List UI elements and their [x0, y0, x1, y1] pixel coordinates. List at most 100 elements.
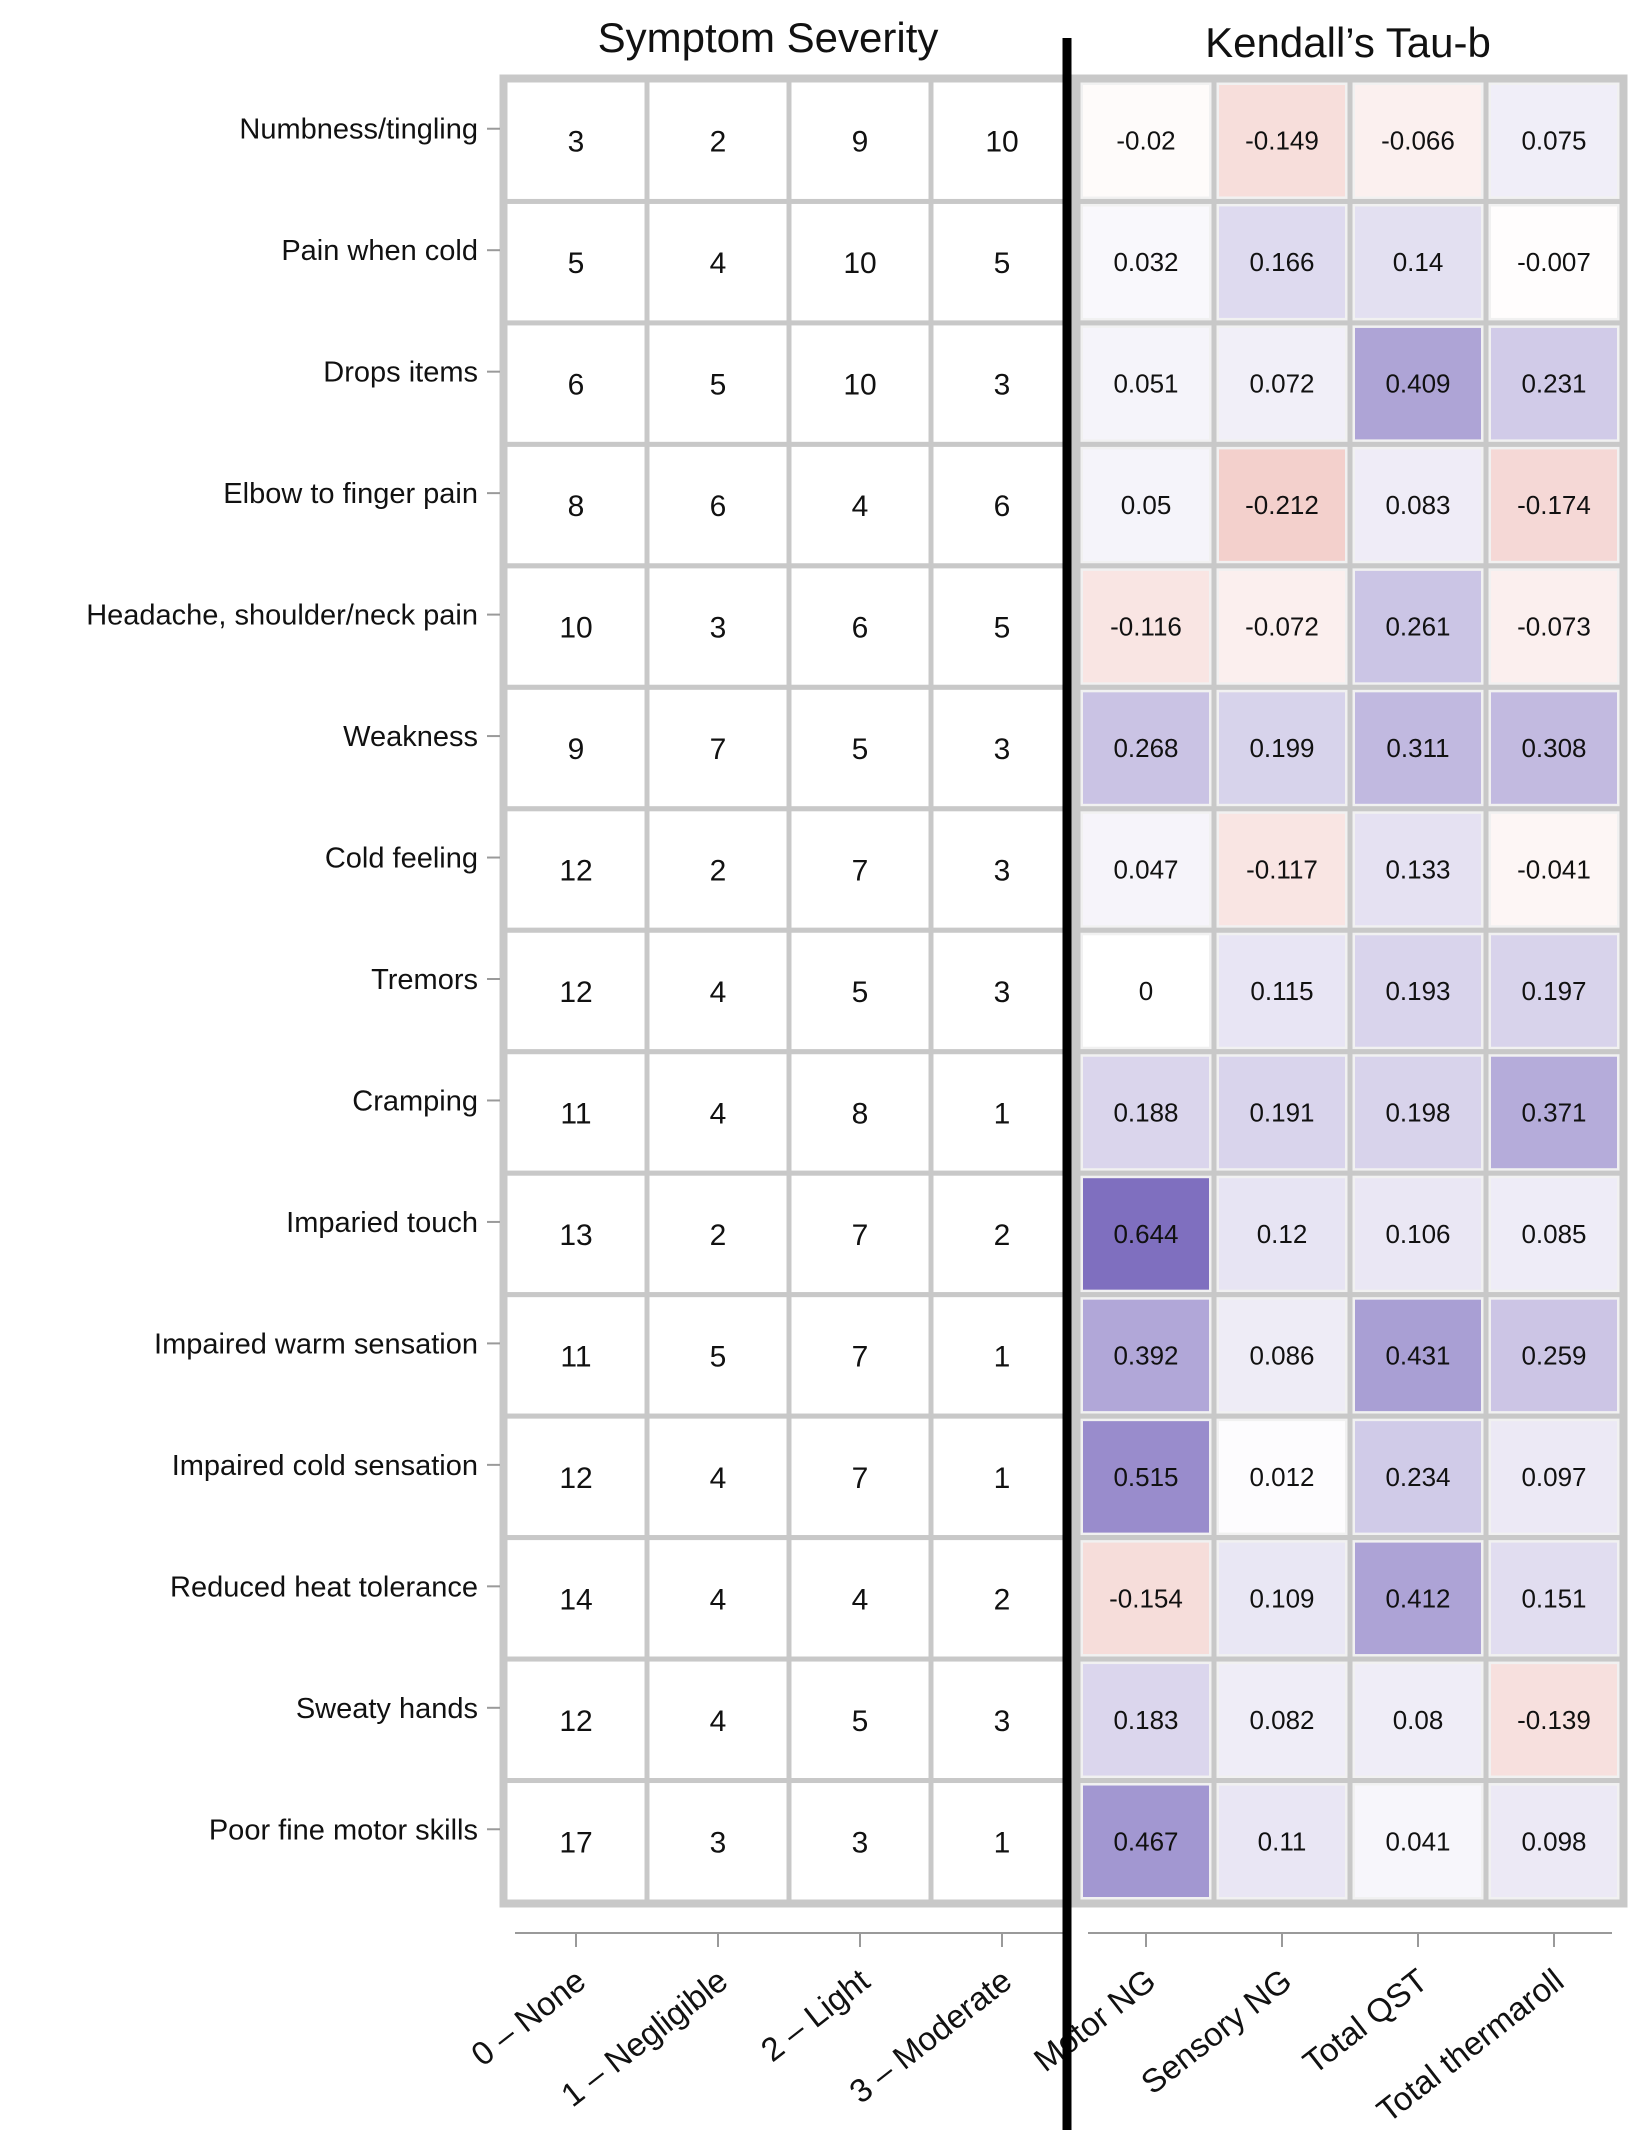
- tau-column-label: Total QST: [1296, 1961, 1434, 2080]
- tau-cell: [1355, 813, 1481, 926]
- tau-cell: [1219, 570, 1345, 683]
- tau-cell: [1219, 692, 1345, 804]
- row-label: Tremors: [371, 964, 478, 996]
- severity-count: 5: [852, 733, 869, 766]
- severity-cell: [502, 684, 650, 812]
- tau-value: 0.234: [1385, 1462, 1450, 1492]
- row-label: Cold feeling: [325, 843, 478, 875]
- tau-value: 0.106: [1385, 1219, 1450, 1249]
- severity-count: 4: [710, 1097, 727, 1130]
- severity-count: 6: [710, 490, 727, 523]
- row-label: Headache, shoulder/neck pain: [86, 600, 478, 632]
- severity-count: 17: [559, 1826, 592, 1859]
- severity-count: 3: [994, 733, 1011, 766]
- tau-value: 0.14: [1393, 247, 1444, 277]
- severity-count: 11: [560, 1097, 591, 1130]
- row-label: Numbness/tingling: [239, 114, 478, 146]
- tau-cell: [1083, 1178, 1209, 1290]
- tau-cell: [1491, 935, 1617, 1047]
- tau-cell: [1083, 1056, 1209, 1169]
- tau-value: -0.073: [1517, 612, 1591, 642]
- severity-count: 11: [560, 1340, 591, 1373]
- row-label: Poor fine motor skills: [209, 1814, 478, 1846]
- severity-count: 12: [559, 976, 592, 1009]
- tau-column-label: Sensory NG: [1134, 1961, 1298, 2101]
- tau-cell: [1219, 813, 1345, 926]
- tau-cell: [1083, 1785, 1209, 1897]
- tau-cell: [1083, 935, 1209, 1047]
- severity-cell: [502, 1778, 650, 1905]
- tau-cell: [1219, 327, 1345, 440]
- severity-count: 1: [994, 1826, 1011, 1859]
- row-label: Cramping: [352, 1085, 478, 1117]
- tau-column-label: Motor NG: [1027, 1961, 1162, 2078]
- severity-count: 4: [710, 1462, 727, 1495]
- tau-cell: [1491, 813, 1617, 926]
- tau-value: 0.051: [1113, 369, 1178, 399]
- severity-count: 10: [843, 247, 876, 280]
- tau-cell: [1491, 1664, 1617, 1776]
- severity-count: 4: [852, 1583, 869, 1616]
- tau-value: 0.193: [1385, 976, 1450, 1006]
- tau-value: 0.097: [1521, 1462, 1586, 1492]
- tau-cell: [1219, 206, 1345, 318]
- severity-count: 10: [843, 369, 876, 402]
- tau-cell: [1083, 327, 1209, 440]
- tau-cell: [1355, 1785, 1481, 1897]
- tau-cell: [1355, 1421, 1481, 1533]
- tau-cell: [1355, 570, 1481, 683]
- severity-cell: [644, 1413, 792, 1541]
- severity-count: 3: [852, 1826, 869, 1859]
- severity-cell: [786, 441, 934, 569]
- tau-value: 0.08: [1393, 1705, 1444, 1735]
- tau-panel-title: Kendall’s Tau-b: [1205, 19, 1491, 66]
- tau-value: 0.183: [1113, 1705, 1178, 1735]
- severity-count: 2: [710, 1219, 727, 1252]
- tau-cell: [1219, 1178, 1345, 1290]
- severity-count: 13: [559, 1219, 592, 1252]
- severity-cell: [644, 927, 792, 1055]
- severity-count: 2: [994, 1219, 1011, 1252]
- tau-value: 0.115: [1250, 976, 1313, 1006]
- tau-cell: [1355, 1542, 1481, 1655]
- tau-value: 0.047: [1113, 855, 1178, 885]
- tau-value: 0.109: [1249, 1583, 1314, 1613]
- severity-cell: [928, 77, 1076, 204]
- tau-value: 0.371: [1521, 1097, 1586, 1127]
- severity-panel-title: Symptom Severity: [598, 14, 939, 61]
- severity-count: 2: [710, 126, 727, 159]
- severity-cell: [644, 1778, 792, 1905]
- severity-cell: [786, 806, 934, 933]
- tau-value: -0.072: [1245, 612, 1319, 642]
- row-label: Pain when cold: [281, 235, 478, 267]
- severity-cell: [644, 1292, 792, 1419]
- tau-value: -0.116: [1110, 612, 1182, 642]
- tau-value: 0.311: [1386, 733, 1449, 763]
- tau-cell: [1491, 206, 1617, 318]
- severity-count: 3: [994, 1705, 1011, 1738]
- tau-cell: [1083, 1421, 1209, 1533]
- severity-cell: [786, 927, 934, 1055]
- tau-value: 0.072: [1249, 369, 1314, 399]
- tau-cell: [1491, 570, 1617, 683]
- tau-cell: [1491, 1178, 1617, 1290]
- tau-cell: [1355, 206, 1481, 318]
- severity-count: 2: [994, 1583, 1011, 1616]
- tau-value: 0.515: [1113, 1462, 1178, 1492]
- tau-cell: [1083, 813, 1209, 926]
- severity-cell: [786, 684, 934, 812]
- tau-value: -0.139: [1517, 1705, 1591, 1735]
- severity-count: 3: [994, 855, 1011, 888]
- tau-cell: [1083, 692, 1209, 804]
- severity-count: 5: [994, 247, 1011, 280]
- tau-cell: [1355, 449, 1481, 561]
- severity-count: 5: [568, 247, 585, 280]
- tau-value: -0.154: [1109, 1583, 1183, 1613]
- severity-cell: [644, 1656, 792, 1784]
- severity-cell: [928, 320, 1076, 447]
- severity-cell: [644, 198, 792, 326]
- severity-count: 5: [710, 369, 727, 402]
- tau-value: 0.11: [1258, 1826, 1307, 1856]
